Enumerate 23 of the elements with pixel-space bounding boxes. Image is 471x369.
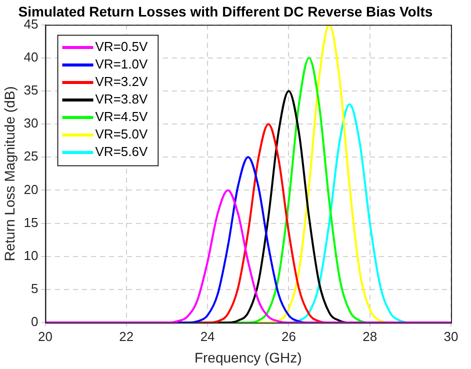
legend-label: VR=5.6V (95, 144, 148, 160)
x-tick-label: 30 (444, 328, 458, 344)
x-tick-label: 26 (281, 328, 296, 344)
legend-label: VR=5.0V (95, 126, 148, 142)
y-tick-label: 0 (31, 314, 38, 330)
legend-label: VR=3.2V (95, 74, 148, 90)
x-tick-label: 22 (119, 328, 134, 344)
x-axis-title: Frequency (GHz) (194, 349, 302, 366)
y-tick-label: 25 (24, 148, 38, 164)
y-tick-label: 40 (24, 49, 38, 64)
y-axis-title: Return Loss Magnitude (dB) (1, 86, 18, 262)
y-tick-label: 10 (24, 248, 38, 263)
x-tick-label: 24 (200, 328, 215, 344)
y-tick-label: 30 (24, 116, 38, 131)
y-tick-label: 35 (24, 82, 38, 98)
y-tick-label: 15 (24, 214, 38, 230)
y-tick-label: 20 (24, 182, 38, 197)
y-tick-label: 5 (31, 281, 38, 296)
legend-label: VR=0.5V (95, 39, 148, 54)
legend-label: VR=3.8V (95, 92, 148, 107)
legend-label: VR=4.5V (95, 109, 148, 124)
x-tick-label: 28 (362, 328, 378, 344)
legend-label: VR=1.0V (95, 56, 148, 72)
